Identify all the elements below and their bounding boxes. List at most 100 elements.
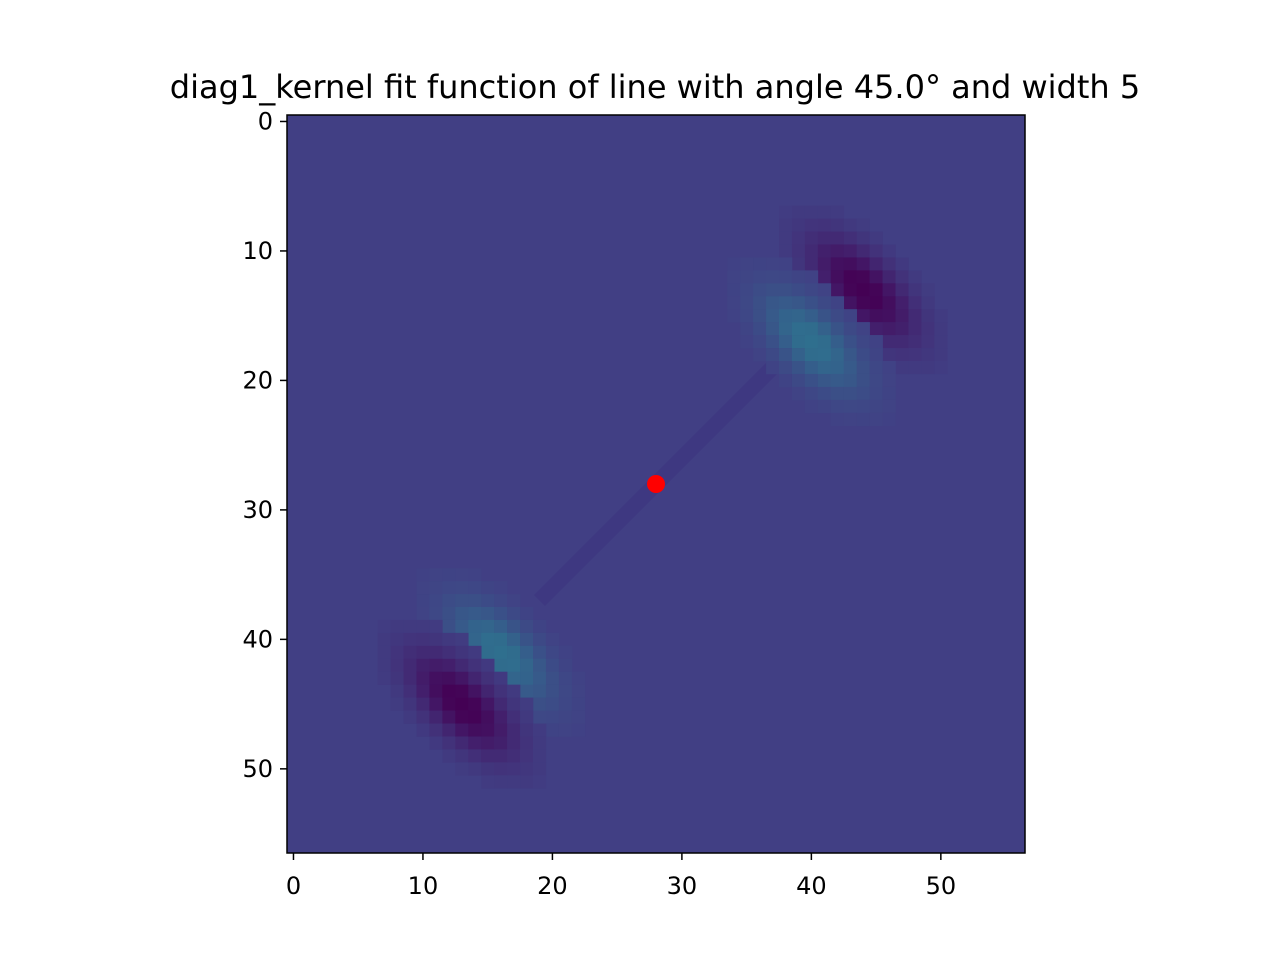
heatmap-cell xyxy=(830,386,845,401)
heatmap-cell xyxy=(416,607,430,621)
heatmap-cell xyxy=(779,322,793,336)
heatmap-cell xyxy=(727,257,741,271)
heatmap-cell xyxy=(843,244,857,258)
heatmap-cell xyxy=(804,386,819,401)
heatmap-cell xyxy=(869,309,883,323)
heatmap-cell xyxy=(429,684,443,698)
heatmap-cell xyxy=(830,309,845,323)
center-point-marker xyxy=(647,475,665,493)
heatmap-cell xyxy=(727,283,741,297)
heatmap-cell xyxy=(520,671,534,685)
heatmap-cell xyxy=(416,697,430,711)
heatmap-cell xyxy=(481,632,495,647)
heatmap-cell xyxy=(507,697,521,711)
heatmap-cell xyxy=(882,244,896,258)
heatmap-cell xyxy=(507,619,521,634)
heatmap-cell xyxy=(442,736,456,750)
heatmap-cell xyxy=(429,723,443,737)
x-axis: 0 10 20 30 40 50 xyxy=(286,853,956,900)
heatmap-cell xyxy=(869,399,883,414)
heatmap-cell xyxy=(843,283,857,297)
heatmap-cell xyxy=(817,205,832,219)
heatmap-cell xyxy=(869,373,883,388)
heatmap-cell xyxy=(856,283,870,297)
heatmap-cell xyxy=(455,568,469,582)
heatmap-cell xyxy=(403,645,417,660)
heatmap-cell xyxy=(520,775,534,789)
heatmap-cell xyxy=(934,348,948,362)
heatmap-cell xyxy=(507,749,521,763)
heatmap-cell xyxy=(455,723,469,737)
y-tick-label: 30 xyxy=(242,496,273,524)
heatmap-cell xyxy=(804,348,819,362)
heatmap-cell xyxy=(804,231,819,245)
heatmap-cell xyxy=(481,581,495,595)
heatmap-cell xyxy=(545,645,560,660)
heatmap-cell xyxy=(895,283,909,297)
heatmap-cell xyxy=(416,632,430,647)
y-tick-label: 40 xyxy=(242,625,273,653)
heatmap-cell xyxy=(882,257,896,271)
heatmap-cell xyxy=(791,348,806,362)
heatmap-cell xyxy=(442,594,456,608)
heatmap-cell xyxy=(817,309,832,323)
heatmap-cell xyxy=(830,257,845,271)
heatmap-cell xyxy=(740,283,754,297)
heatmap-cell xyxy=(468,594,482,608)
heatmap-cell xyxy=(856,218,870,232)
heatmap-cell xyxy=(817,348,832,362)
heatmap-cell xyxy=(921,335,935,349)
heatmap-cell xyxy=(520,645,534,660)
heatmap-cell xyxy=(830,270,845,284)
heatmap-cell xyxy=(520,697,534,711)
heatmap-cell xyxy=(455,619,469,634)
heatmap-cell xyxy=(727,270,741,284)
heatmap-cell xyxy=(830,348,845,362)
heatmap-cell xyxy=(804,218,819,232)
heatmap-cell xyxy=(791,257,806,271)
heatmap-cell xyxy=(481,749,495,763)
heatmap-cell xyxy=(403,619,417,634)
heatmap-cell xyxy=(468,645,482,660)
heatmap-cell xyxy=(455,594,469,608)
heatmap-cell xyxy=(934,335,948,349)
heatmap-cell xyxy=(766,257,780,271)
heatmap-cell xyxy=(908,283,922,297)
heatmap-cell xyxy=(429,671,443,685)
x-tick-label: 0 xyxy=(286,872,301,900)
heatmap-cell xyxy=(779,244,793,258)
heatmap-cell xyxy=(817,283,832,297)
y-tick-label: 10 xyxy=(242,237,273,265)
y-tick-label: 50 xyxy=(242,755,273,783)
heatmap-cell xyxy=(779,296,793,310)
y-tick-label: 20 xyxy=(242,366,273,394)
heatmap-cell xyxy=(494,762,508,776)
heatmap-cell xyxy=(843,348,857,362)
heatmap-cell xyxy=(481,671,495,685)
heatmap-cell xyxy=(766,270,780,284)
heatmap-cell xyxy=(779,335,793,349)
heatmap-cell xyxy=(830,231,845,245)
heatmap-cell xyxy=(377,658,391,673)
heatmap-cell xyxy=(494,671,508,685)
heatmap-cell xyxy=(455,736,469,750)
heatmap-cell xyxy=(882,309,896,323)
heatmap-cell xyxy=(507,607,521,621)
heatmap-cell xyxy=(753,296,767,310)
heatmap-cell xyxy=(740,270,754,284)
heatmap-cell xyxy=(804,373,819,388)
heatmap-cell xyxy=(520,607,534,621)
heatmap-cell xyxy=(442,581,456,595)
heatmap-cell xyxy=(390,671,404,685)
heatmap-cell xyxy=(455,684,469,698)
heatmap-cell xyxy=(791,270,806,284)
heatmap-cell xyxy=(856,231,870,245)
heatmap-cell xyxy=(882,373,896,388)
heatmap-cell xyxy=(843,373,857,388)
heatmap-cell xyxy=(791,322,806,336)
heatmap-cell xyxy=(856,335,870,349)
heatmap-cell xyxy=(830,218,845,232)
heatmap-cell xyxy=(429,581,443,595)
heatmap-cell xyxy=(856,412,870,427)
